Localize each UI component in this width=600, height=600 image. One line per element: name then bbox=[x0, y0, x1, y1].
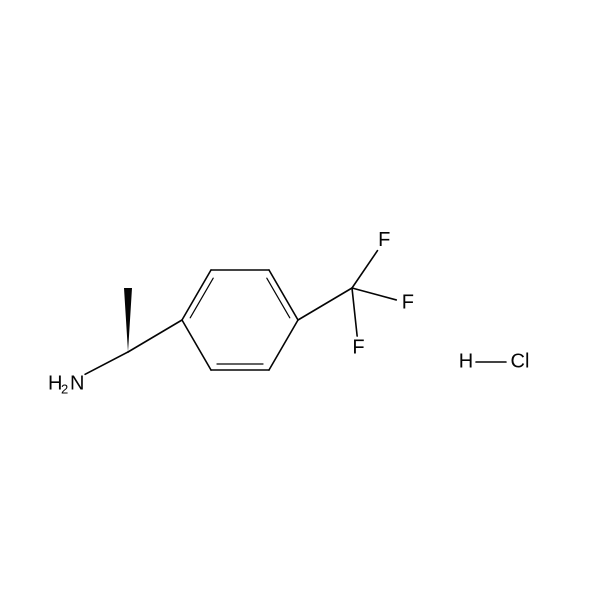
wedge-bond-methyl bbox=[124, 288, 132, 352]
ring-double-bond bbox=[190, 278, 213, 318]
bond-ring-to-chiral bbox=[128, 320, 182, 352]
chemical-structure-diagram: H2NFFFHCl bbox=[0, 0, 600, 600]
ring-bond bbox=[182, 270, 211, 320]
fluorine-1-label: F bbox=[378, 229, 390, 251]
bond-fluorine-3 bbox=[352, 288, 357, 336]
bond-ring-to-cf3 bbox=[298, 288, 352, 320]
bond-fluorine-1 bbox=[352, 251, 377, 288]
ring-bond bbox=[269, 320, 298, 370]
fluorine-3-label: F bbox=[352, 336, 364, 358]
amine-N: N bbox=[70, 372, 84, 394]
bond-fluorine-2 bbox=[352, 288, 396, 300]
fluorine-2-label: F bbox=[402, 291, 414, 313]
amine-sub2: 2 bbox=[61, 381, 68, 396]
salt-H: H bbox=[459, 350, 473, 372]
salt-Cl: Cl bbox=[511, 350, 530, 372]
ring-bond bbox=[182, 320, 211, 370]
ring-double-bond bbox=[267, 278, 290, 318]
bond-to-amine bbox=[85, 352, 128, 374]
ring-bond bbox=[269, 270, 298, 320]
